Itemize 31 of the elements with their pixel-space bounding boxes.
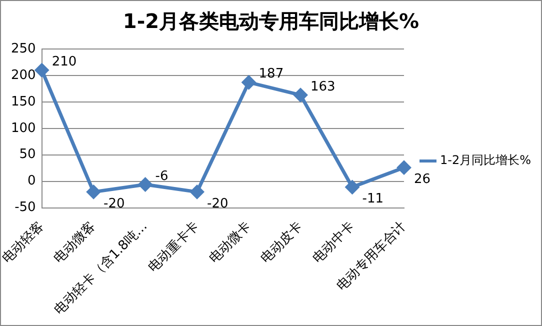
point xyxy=(190,185,204,199)
legend-label: 1-2月同比增长% xyxy=(440,153,532,168)
data-label: -20 xyxy=(104,196,125,212)
data-label: 26 xyxy=(414,172,431,187)
point xyxy=(397,160,411,174)
point xyxy=(138,178,152,192)
x-tick-label: 电动重卡卡 xyxy=(146,218,202,276)
x-tick-label: 电动微卡 xyxy=(206,218,254,266)
x-tick-label: 电动微客 xyxy=(50,218,99,266)
data-label: 163 xyxy=(310,79,336,94)
y-tick-label: 50 xyxy=(19,147,36,162)
chart-title: 1-2月各类电动专用车同比增长% xyxy=(122,9,420,34)
data-label: -20 xyxy=(207,196,228,212)
point xyxy=(86,185,100,199)
data-label: 187 xyxy=(258,66,284,82)
data-label: 210 xyxy=(52,54,77,70)
point xyxy=(242,76,256,90)
point xyxy=(294,88,308,102)
y-tick-label: 200 xyxy=(10,68,36,83)
x-tick-label: 电动中卡 xyxy=(310,218,358,266)
y-tick-label: 150 xyxy=(10,94,36,110)
x-tick-label: 电动轻客 xyxy=(0,218,48,266)
y-tick-label: 100 xyxy=(10,120,36,136)
point xyxy=(35,63,49,77)
x-tick-label: 电动皮卡 xyxy=(258,218,306,266)
point xyxy=(346,180,360,194)
data-label: -11 xyxy=(362,192,384,207)
y-tick-label: -50 xyxy=(14,200,36,216)
data-label: -6 xyxy=(155,168,168,184)
y-tick-label: 250 xyxy=(10,41,36,56)
y-tick-label: 0 xyxy=(28,174,36,189)
